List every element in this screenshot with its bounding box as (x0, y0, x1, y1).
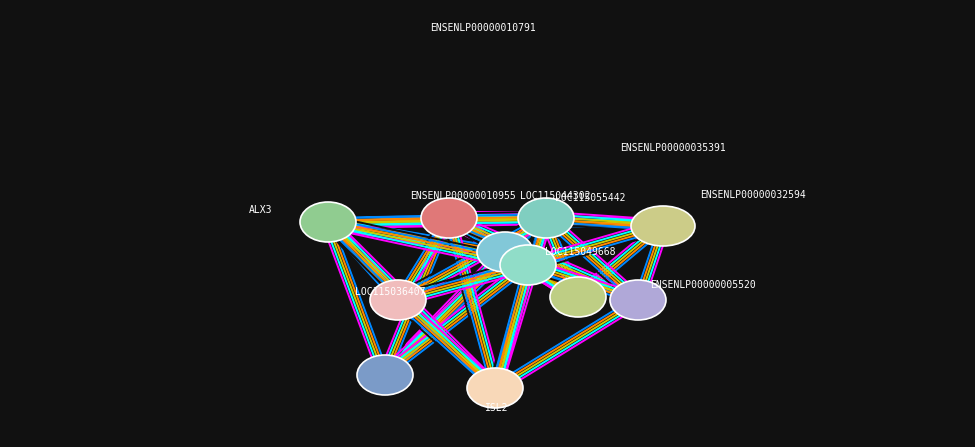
Text: ENSENLP00000010791: ENSENLP00000010791 (430, 23, 535, 33)
Text: LOC115036407: LOC115036407 (355, 287, 425, 297)
Text: LOC115055442: LOC115055442 (555, 193, 626, 203)
Ellipse shape (518, 198, 574, 238)
Ellipse shape (550, 277, 606, 317)
Ellipse shape (300, 202, 356, 242)
Text: ENSENLP00000035391: ENSENLP00000035391 (620, 143, 725, 153)
Ellipse shape (610, 280, 666, 320)
Text: LOC115044302: LOC115044302 (520, 191, 591, 201)
Ellipse shape (477, 232, 533, 272)
Text: ENSENLP00000005520: ENSENLP00000005520 (650, 280, 756, 290)
Text: LOC115049668: LOC115049668 (545, 247, 615, 257)
Text: ALX3: ALX3 (249, 205, 272, 215)
Ellipse shape (357, 355, 413, 395)
Text: ENSENLP00000032594: ENSENLP00000032594 (700, 190, 805, 200)
Ellipse shape (631, 206, 695, 246)
Text: ISL2: ISL2 (486, 403, 509, 413)
Ellipse shape (467, 368, 523, 408)
Ellipse shape (370, 280, 426, 320)
Text: ENSENLP00000010955: ENSENLP00000010955 (410, 191, 516, 201)
Ellipse shape (421, 198, 477, 238)
Ellipse shape (500, 245, 556, 285)
